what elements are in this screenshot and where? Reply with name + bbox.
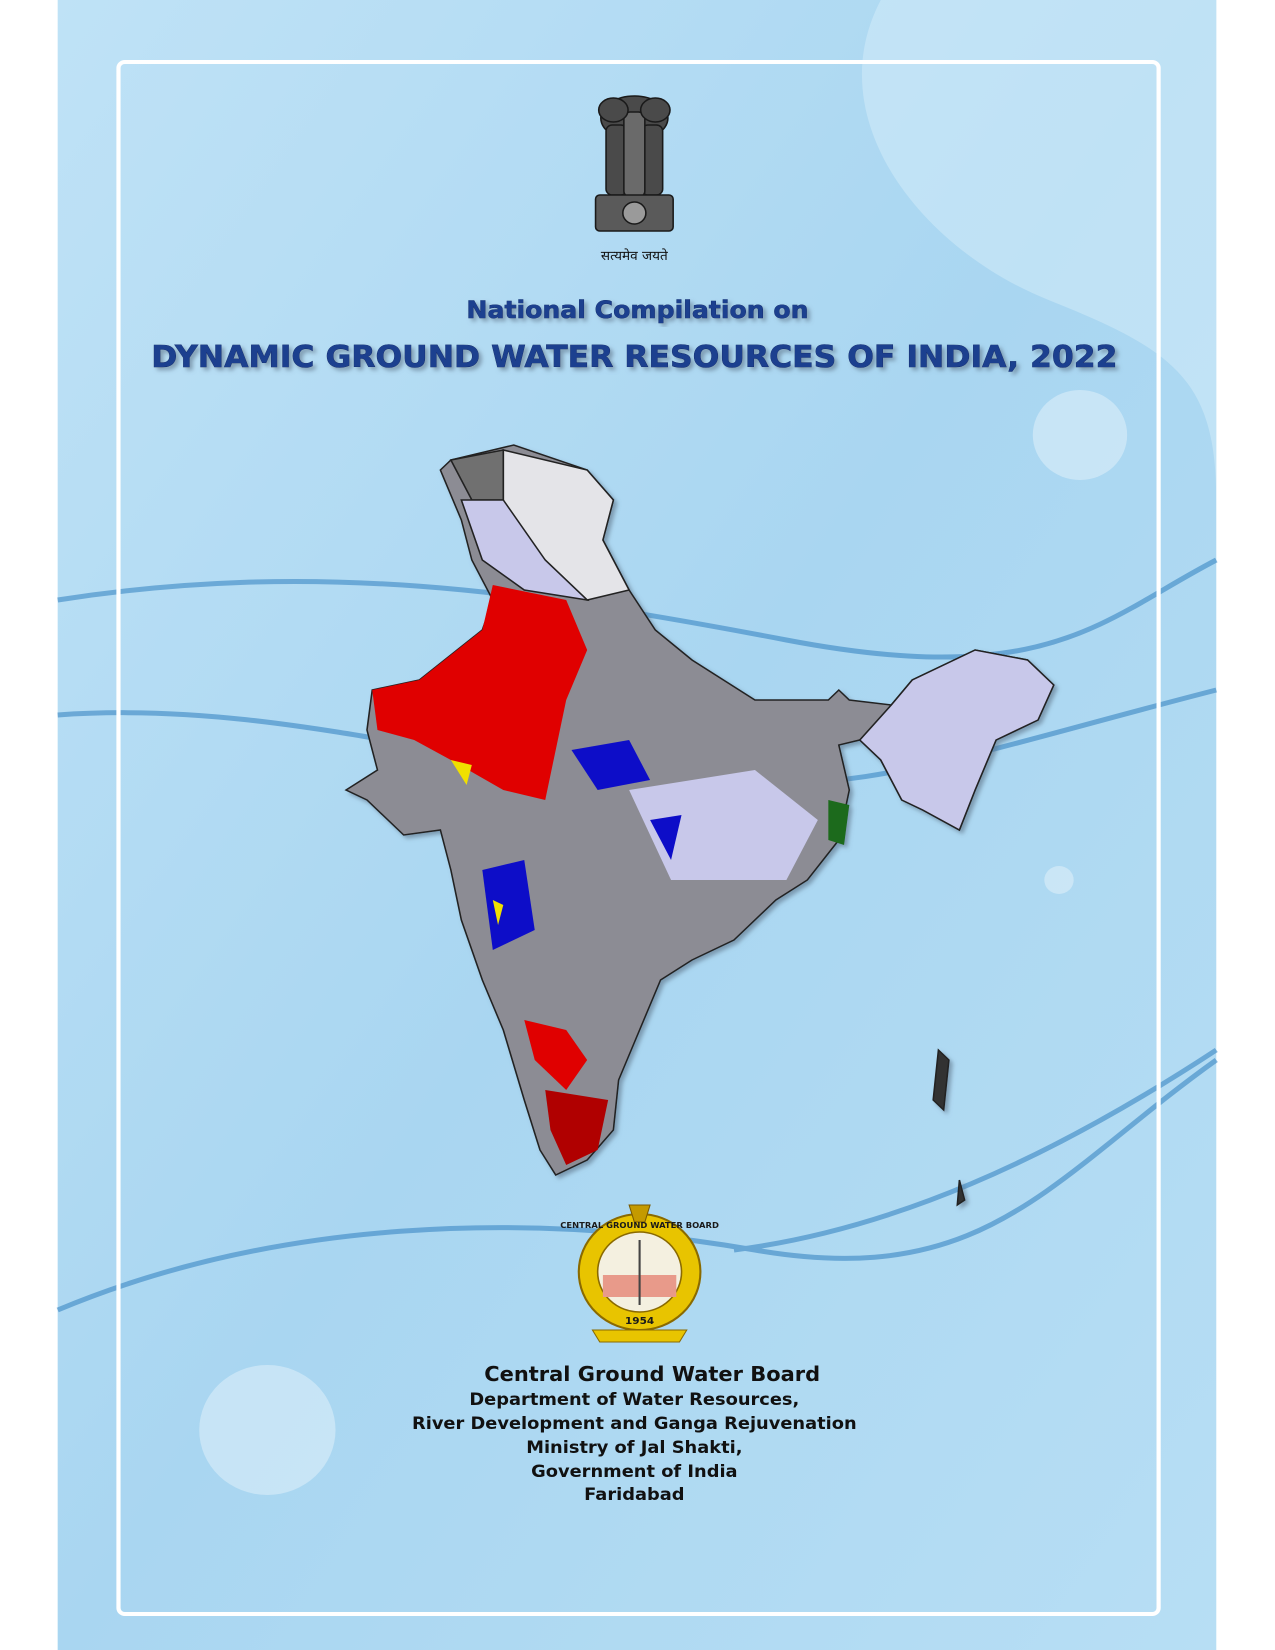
organization: Central Ground Water Board (484, 1362, 820, 1385)
footer-line: Ministry of Jal Shakti, (526, 1438, 742, 1458)
light-decoration (861, 0, 1217, 500)
national-emblem (594, 95, 674, 232)
footer-line: River Development and Ganga Rejuvenation (412, 1414, 857, 1434)
footer-line: Faridabad (584, 1485, 684, 1505)
logo-year: 1954 (625, 1315, 654, 1327)
cgwb-logo (577, 1204, 702, 1343)
bubble-decoration (199, 390, 1128, 1495)
title: DYNAMIC GROUND WATER RESOURCES OF INDIA,… (151, 340, 1117, 375)
logo-ring-text: CENTRAL GROUND WATER BOARD (560, 1220, 719, 1230)
india-map (344, 444, 1055, 1207)
emblem-motto: सत्यमेव जयते (601, 248, 668, 264)
subtitle: National Compilation on (466, 296, 808, 324)
footer-line: Department of Water Resources, (469, 1390, 799, 1410)
frame (116, 60, 1161, 1616)
footer-line: Government of India (531, 1462, 737, 1482)
